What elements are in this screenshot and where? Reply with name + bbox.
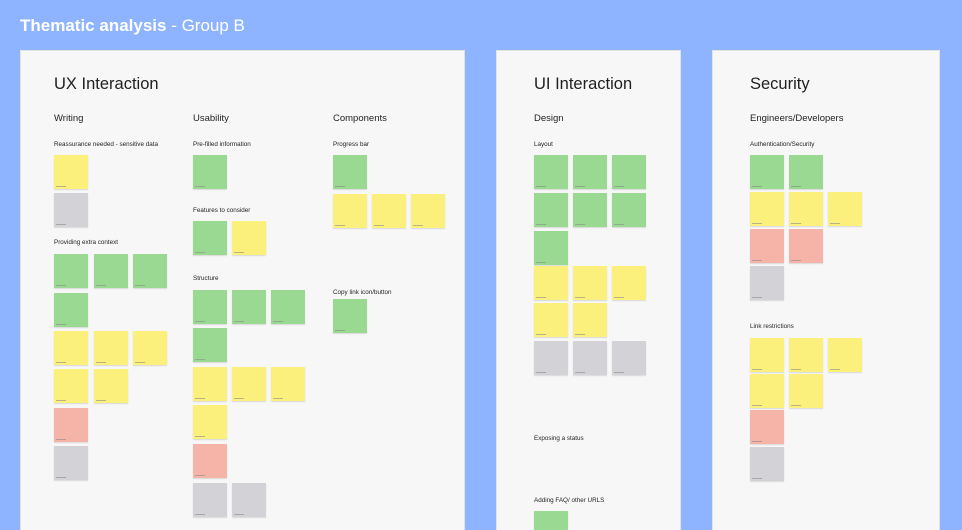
sticky-note[interactable] [232, 367, 266, 401]
sticky-note[interactable] [534, 193, 568, 227]
frame-security[interactable]: Security Engineers/Developers Authentica… [712, 50, 940, 530]
sticky-note[interactable] [193, 328, 227, 362]
sticky-note[interactable] [573, 266, 607, 300]
column-title-design: Design [534, 113, 564, 124]
frame-title: UX Interaction [54, 75, 159, 93]
sticky-note[interactable] [232, 290, 266, 324]
sticky-note[interactable] [271, 290, 305, 324]
sticky-note[interactable] [54, 155, 88, 189]
sticky-note[interactable] [411, 194, 445, 228]
sticky-note[interactable] [750, 410, 784, 444]
sticky-note[interactable] [54, 254, 88, 288]
sticky-note[interactable] [193, 405, 227, 439]
sticky-note[interactable] [193, 483, 227, 517]
sticky-note[interactable] [573, 155, 607, 189]
column-title-writing: Writing [54, 113, 84, 124]
sticky-note[interactable] [193, 290, 227, 324]
sticky-note[interactable] [789, 192, 823, 226]
sticky-note[interactable] [750, 374, 784, 408]
sticky-note[interactable] [232, 221, 266, 255]
sticky-note[interactable] [534, 341, 568, 375]
sticky-note[interactable] [750, 338, 784, 372]
section-title-reassurance: Reassurance needed - sensitive data [54, 141, 158, 148]
sticky-note[interactable] [54, 193, 88, 227]
column-title-engineers: Engineers/Developers [750, 113, 844, 124]
section-title-progress: Progress bar [333, 141, 370, 148]
sticky-note[interactable] [133, 254, 167, 288]
sticky-note[interactable] [193, 367, 227, 401]
sticky-note[interactable] [789, 155, 823, 189]
section-title-layout: Layout [534, 141, 553, 148]
section-title-link-restrictions: Link restrictions [750, 323, 794, 330]
sticky-note[interactable] [573, 303, 607, 337]
sticky-note[interactable] [612, 266, 646, 300]
sticky-note[interactable] [54, 408, 88, 442]
sticky-note[interactable] [54, 293, 88, 327]
sticky-note[interactable] [94, 331, 128, 365]
sticky-note[interactable] [133, 331, 167, 365]
sticky-note[interactable] [193, 444, 227, 478]
section-title-prefilled: Pre-filled information [193, 141, 251, 148]
sticky-note[interactable] [573, 341, 607, 375]
sticky-note[interactable] [534, 511, 568, 530]
board-title-bold: Thematic analysis [20, 16, 167, 35]
frame-ux-interaction[interactable]: UX Interaction Writing Usability Compone… [20, 50, 465, 530]
sticky-note[interactable] [372, 194, 406, 228]
sticky-note[interactable] [750, 447, 784, 481]
sticky-note[interactable] [750, 155, 784, 189]
section-title-copy-link: Copy link icon/button [333, 289, 392, 296]
column-title-usability: Usability [193, 113, 229, 124]
sticky-note[interactable] [750, 192, 784, 226]
sticky-note[interactable] [573, 193, 607, 227]
sticky-note[interactable] [789, 229, 823, 263]
sticky-note[interactable] [534, 303, 568, 337]
sticky-note[interactable] [612, 155, 646, 189]
sticky-note[interactable] [534, 266, 568, 300]
sticky-note[interactable] [193, 155, 227, 189]
section-title-features: Features to consider [193, 207, 251, 214]
column-title-components: Components [333, 113, 387, 124]
sticky-note[interactable] [789, 374, 823, 408]
sticky-note[interactable] [333, 155, 367, 189]
sticky-note[interactable] [612, 193, 646, 227]
frame-title: UI Interaction [534, 75, 633, 93]
sticky-note[interactable] [612, 341, 646, 375]
section-title-structure: Structure [193, 275, 219, 282]
sticky-note[interactable] [534, 231, 568, 265]
sticky-note[interactable] [828, 192, 862, 226]
frame-title: Security [750, 75, 810, 93]
section-title-faq: Adding FAQ/ other URLS [534, 497, 605, 504]
section-title-exposing-status: Exposing a status [534, 435, 584, 442]
sticky-note[interactable] [534, 155, 568, 189]
section-title-authentication: Authentication/Security [750, 141, 815, 148]
sticky-note[interactable] [54, 369, 88, 403]
board-title-group: - Group B [166, 16, 245, 35]
sticky-note[interactable] [333, 194, 367, 228]
sticky-note[interactable] [94, 369, 128, 403]
section-title-extra-context: Providing extra context [54, 239, 119, 246]
board-title: Thematic analysis - Group B [20, 16, 245, 36]
sticky-note[interactable] [333, 299, 367, 333]
sticky-note[interactable] [94, 254, 128, 288]
sticky-note[interactable] [54, 331, 88, 365]
frame-ui-interaction[interactable]: UI Interaction Design Layout Exposing a … [496, 50, 681, 530]
sticky-note[interactable] [232, 483, 266, 517]
sticky-note[interactable] [828, 338, 862, 372]
sticky-note[interactable] [54, 446, 88, 480]
sticky-note[interactable] [750, 229, 784, 263]
sticky-note[interactable] [789, 338, 823, 372]
sticky-note[interactable] [193, 221, 227, 255]
sticky-note[interactable] [750, 266, 784, 300]
sticky-note[interactable] [271, 367, 305, 401]
